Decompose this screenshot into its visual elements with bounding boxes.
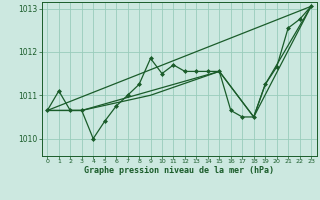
X-axis label: Graphe pression niveau de la mer (hPa): Graphe pression niveau de la mer (hPa) (84, 166, 274, 175)
